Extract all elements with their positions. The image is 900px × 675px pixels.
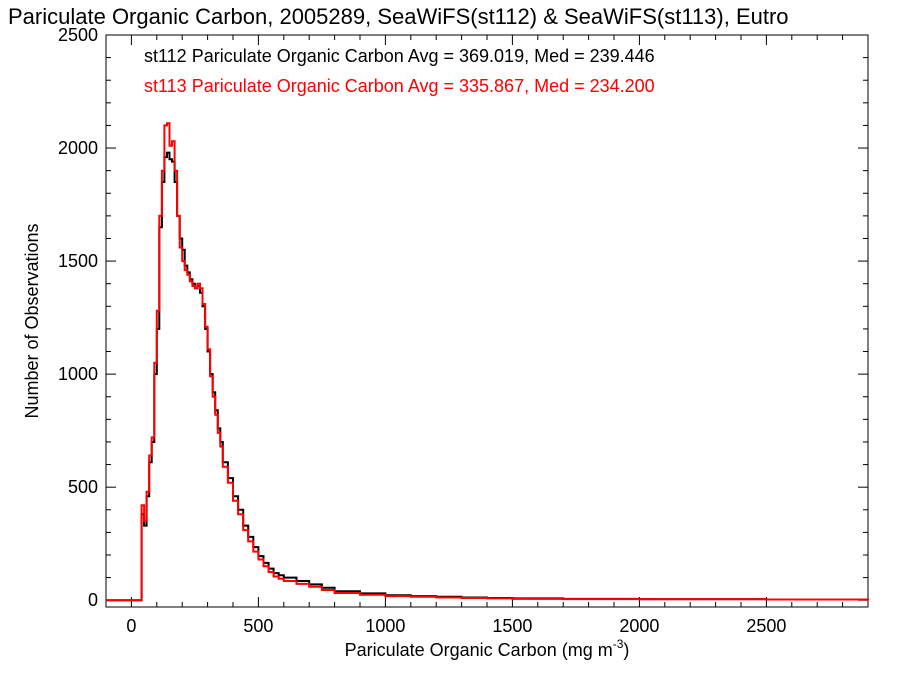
x-axis-label-main: Pariculate Organic Carbon (mg m xyxy=(345,640,613,660)
x-tick-label: 2500 xyxy=(746,616,786,636)
y-tick-label: 2000 xyxy=(58,138,98,158)
x-tick-label: 500 xyxy=(243,616,273,636)
x-tick-label: 1000 xyxy=(365,616,405,636)
x-axis-label: Pariculate Organic Carbon (mg m-3) xyxy=(345,637,630,660)
series-line-st112 xyxy=(106,151,869,602)
y-tick-label: 0 xyxy=(88,590,98,610)
y-tick-label: 1000 xyxy=(58,364,98,384)
x-tick-label: 0 xyxy=(126,616,136,636)
y-axis-label: Number of Observations xyxy=(22,223,42,418)
x-tick-label: 1500 xyxy=(492,616,532,636)
legend-entry-st112: st112 Pariculate Organic Carbon Avg = 36… xyxy=(144,46,655,66)
x-axis-ticks: 0 500 1000 1500 2000 2500 xyxy=(105,35,869,636)
series-line-st113 xyxy=(106,122,869,602)
y-axis-ticks: 0 500 1000 1500 2000 2500 xyxy=(58,25,868,610)
y-tick-label: 500 xyxy=(68,477,98,497)
x-axis-label-superscript: -3 xyxy=(613,637,624,651)
x-axis-label-suffix: ) xyxy=(623,640,629,660)
chart-title: Pariculate Organic Carbon, 2005289, SeaW… xyxy=(8,4,789,29)
plot-frame xyxy=(105,34,869,608)
x-tick-label: 2000 xyxy=(619,616,659,636)
y-tick-label: 1500 xyxy=(58,251,98,271)
legend-entry-st113: st113 Pariculate Organic Carbon Avg = 33… xyxy=(144,76,655,96)
y-tick-label: 2500 xyxy=(58,25,98,45)
series-layer xyxy=(106,122,869,602)
